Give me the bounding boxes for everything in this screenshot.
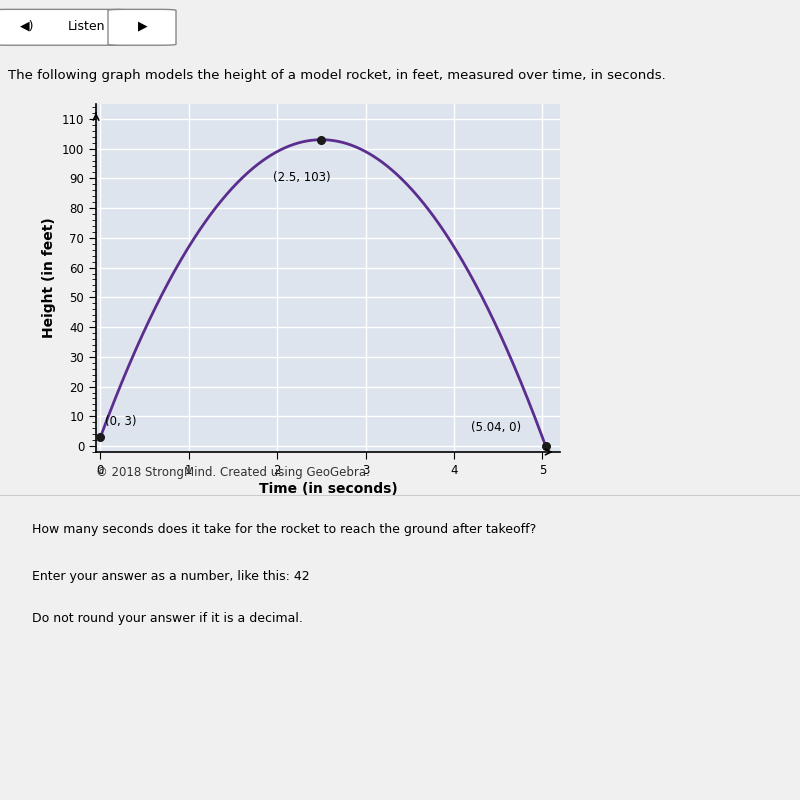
- Text: ◀): ◀): [20, 19, 34, 33]
- Text: (5.04, 0): (5.04, 0): [470, 421, 521, 434]
- Text: Listen: Listen: [68, 19, 106, 33]
- Text: The following graph models the height of a model rocket, in feet, measured over : The following graph models the height of…: [8, 70, 666, 82]
- Text: Enter your answer as a number, like this: 42: Enter your answer as a number, like this…: [32, 570, 310, 583]
- Text: (2.5, 103): (2.5, 103): [273, 171, 330, 184]
- FancyBboxPatch shape: [0, 10, 128, 46]
- FancyBboxPatch shape: [108, 10, 176, 46]
- Text: (0, 3): (0, 3): [105, 415, 136, 428]
- Text: How many seconds does it take for the rocket to reach the ground after takeoff?: How many seconds does it take for the ro…: [32, 523, 536, 536]
- Y-axis label: Height (in feet): Height (in feet): [42, 218, 56, 338]
- X-axis label: Time (in seconds): Time (in seconds): [258, 482, 398, 496]
- Text: ▶: ▶: [138, 19, 147, 33]
- Text: Do not round your answer if it is a decimal.: Do not round your answer if it is a deci…: [32, 612, 303, 626]
- Text: © 2018 StrongMind. Created using GeoGebra.: © 2018 StrongMind. Created using GeoGebr…: [96, 466, 370, 479]
